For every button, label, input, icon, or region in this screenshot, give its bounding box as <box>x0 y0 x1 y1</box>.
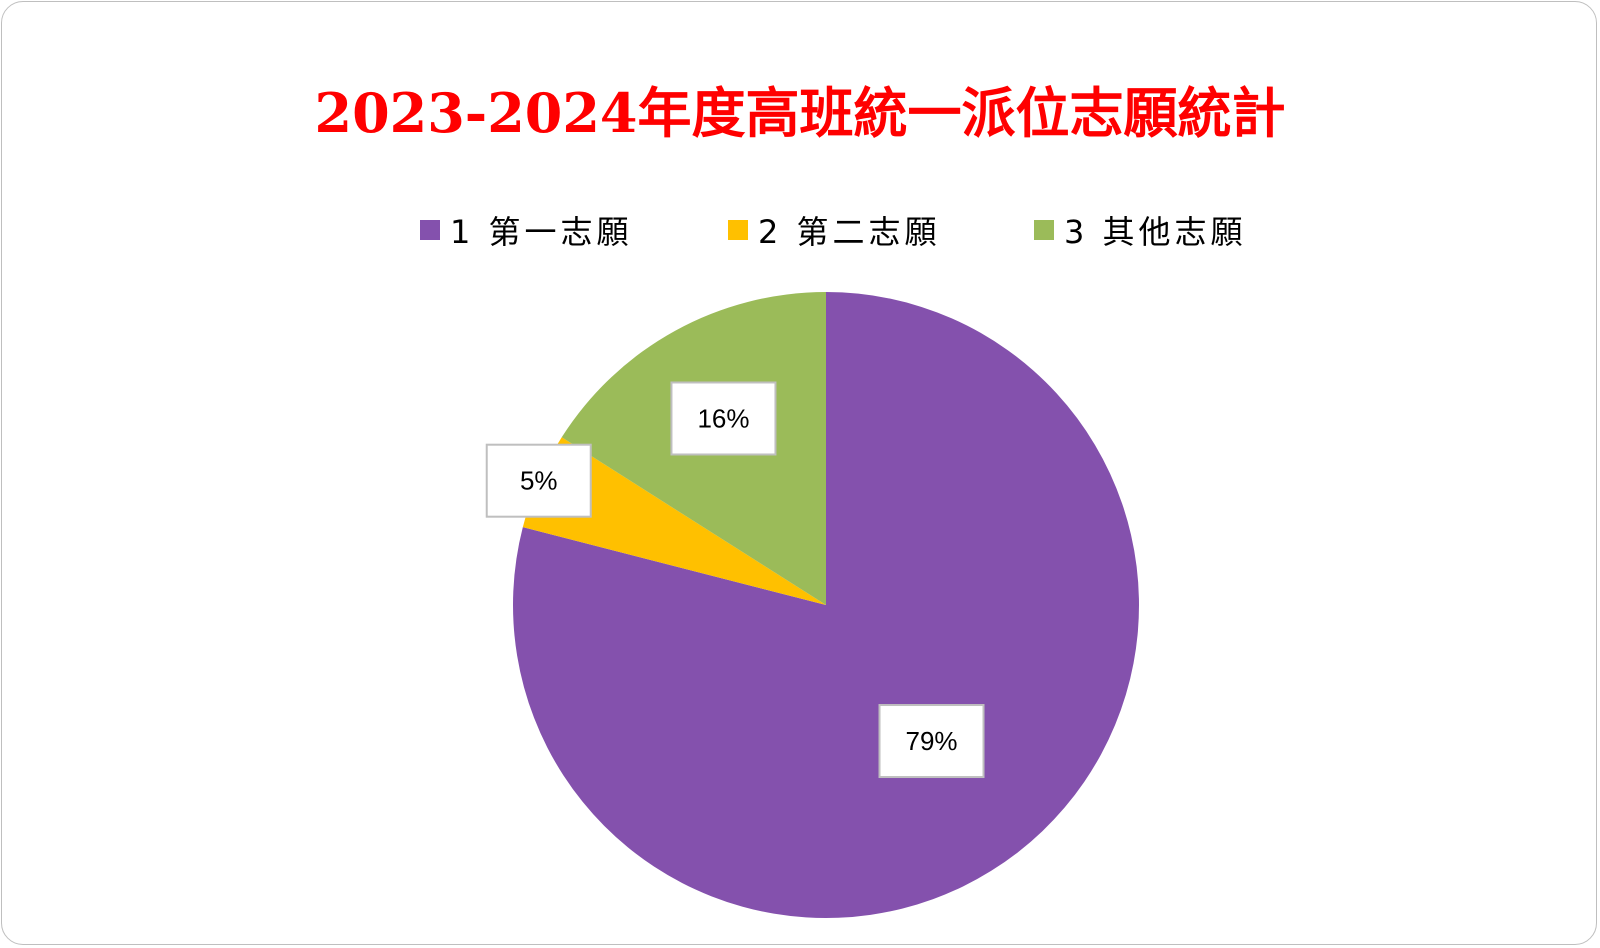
legend-item-second-choice: 2 第二志願 <box>728 205 941 255</box>
data-label-other-choice: 16% <box>670 381 777 456</box>
legend-item-other-choice: 3 其他志願 <box>1034 205 1247 255</box>
data-label-text-first-choice: 79% <box>905 726 957 756</box>
data-label-box-second-choice <box>485 443 592 518</box>
data-label-text-other-choice: 16% <box>697 403 749 433</box>
data-label-box-first-choice <box>878 704 985 779</box>
pie-slice-second-choice <box>522 437 826 605</box>
data-label-text-second-choice: 5% <box>520 466 558 496</box>
data-label-box-other-choice <box>670 381 777 456</box>
legend-label-other-choice: 3 其他志願 <box>1064 213 1247 251</box>
data-label-first-choice: 79% <box>878 704 985 779</box>
legend: 1 第一志願 2 第二志願 3 其他志願 <box>420 205 1320 255</box>
legend-swatch-second-choice <box>728 220 748 240</box>
legend-label-second-choice: 2 第二志願 <box>758 213 941 251</box>
legend-swatch-first-choice <box>420 220 440 240</box>
data-label-second-choice: 5% <box>485 443 592 518</box>
legend-item-first-choice: 1 第一志願 <box>420 205 633 255</box>
chart-title: 2023-2024年度高班統一派位志願統計 <box>314 81 1286 145</box>
legend-swatch-other-choice <box>1034 220 1054 240</box>
legend-label-first-choice: 1 第一志願 <box>450 213 633 251</box>
